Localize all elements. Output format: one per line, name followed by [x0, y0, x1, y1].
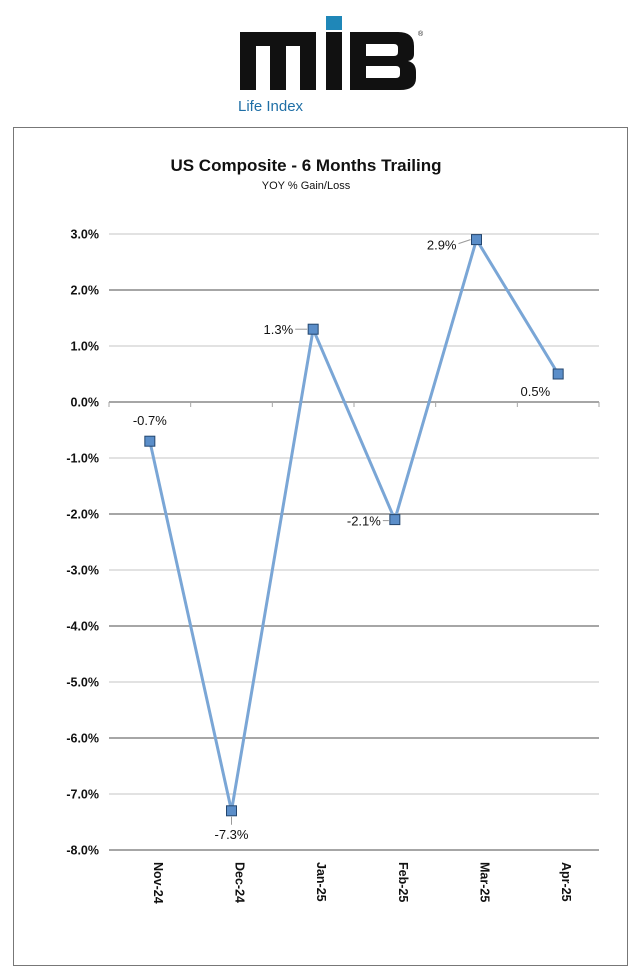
x-tick-label: Jan-25: [314, 862, 328, 902]
data-point: [307, 323, 319, 335]
chart-frame: US Composite - 6 Months Trailing YOY % G…: [13, 127, 628, 966]
x-tick-label: Mar-25: [478, 862, 492, 902]
data-point: [552, 368, 564, 380]
data-label: 0.5%: [521, 384, 551, 399]
x-tick-label: Apr-25: [559, 862, 573, 902]
data-label: 1.3%: [264, 322, 294, 337]
y-tick-label: 1.0%: [71, 340, 100, 354]
y-tick-label: 2.0%: [71, 284, 100, 298]
gridlines: [108, 233, 600, 851]
data-label: -0.7%: [133, 413, 167, 428]
x-tick-label: Dec-24: [233, 862, 247, 903]
y-tick-label: -6.0%: [66, 732, 99, 746]
x-tick-label: Nov-24: [151, 862, 165, 904]
logo-letter-m: [240, 32, 316, 90]
x-tick-label: Feb-25: [396, 862, 410, 902]
data-label: 2.9%: [427, 238, 457, 253]
data-point: [226, 805, 237, 817]
y-tick-label: 3.0%: [71, 228, 100, 242]
y-tick-label: -2.0%: [66, 508, 99, 522]
y-tick-label: -5.0%: [66, 676, 99, 690]
data-point: [471, 234, 482, 246]
data-point: [389, 514, 401, 526]
registered-mark: ®: [418, 30, 424, 38]
y-tick-label: 0.0%: [71, 396, 100, 410]
x-axis-tick-labels: Nov-24 Dec-24 Jan-25 Feb-25 Mar-25 Apr-25: [151, 862, 573, 904]
data-label: -2.1%: [347, 514, 381, 529]
line-chart: US Composite - 6 Months Trailing YOY % G…: [66, 156, 600, 904]
logo-subtitle: Life Index: [238, 98, 304, 115]
data-labels: -0.7% -7.3% 1.3% -2.1% 2.9% 0.5%: [133, 238, 551, 842]
y-tick-label: -3.0%: [66, 564, 99, 578]
data-point: [144, 435, 156, 447]
y-tick-label: -1.0%: [66, 452, 99, 466]
y-tick-label: -4.0%: [66, 620, 99, 634]
data-label: -7.3%: [215, 827, 249, 842]
data-label-leader: [458, 239, 471, 245]
chart-subtitle: YOY % Gain/Loss: [262, 180, 351, 192]
y-axis-tick-labels: 3.0% 2.0% 1.0% 0.0% -1.0% -2.0% -3.0% -4.0% -5.0…: [66, 228, 99, 858]
logo-accent-square: [326, 16, 342, 30]
series-line: [148, 238, 560, 813]
mib-logo: ®: [240, 16, 424, 90]
series: [144, 234, 564, 817]
logo-letter-b: [350, 32, 416, 90]
chart-title: US Composite - 6 Months Trailing: [170, 156, 441, 175]
y-tick-label: -7.0%: [66, 788, 99, 802]
logo-letter-i: [326, 32, 342, 90]
y-tick-label: -8.0%: [66, 844, 99, 858]
